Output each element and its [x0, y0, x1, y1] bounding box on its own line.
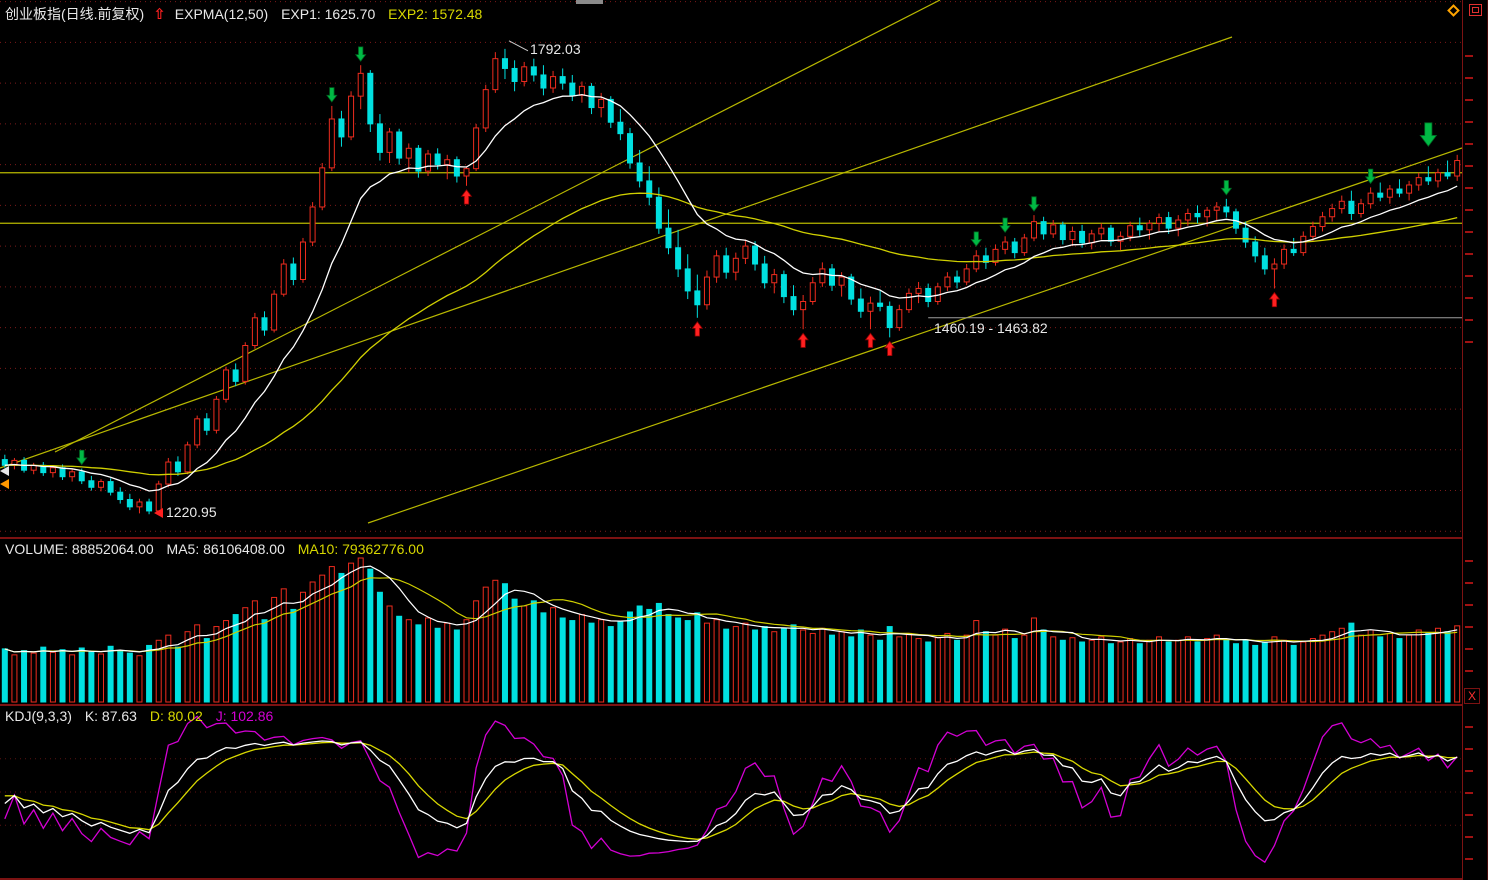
kdj-k-value: K: 87.63 — [84, 708, 137, 724]
drawn-trendlines — [0, 0, 1462, 524]
left-edge-white-marker-icon[interactable] — [0, 466, 9, 476]
price-gridlines — [0, 1, 1462, 532]
high-price-text: 1792.03 — [530, 41, 581, 57]
volume-ma-lines — [4, 565, 1458, 653]
low-price-text: 1220.95 — [166, 504, 217, 520]
panel-divider-2[interactable] — [0, 704, 1488, 706]
volume-scale-ticks — [1465, 560, 1473, 690]
volume-ma5-value: MA5: 86106408.00 — [166, 541, 285, 557]
candles — [1, 48, 1461, 515]
expma-up-arrow-icon: ⇧ — [153, 6, 166, 23]
indicator-name[interactable]: EXPMA(12,50) — [174, 6, 269, 22]
expma-lines — [4, 93, 1458, 492]
restore-window-icon[interactable] — [1469, 4, 1482, 16]
bottom-border — [0, 878, 1488, 880]
high-price-label: 1792.03 — [530, 41, 581, 57]
exp2-value: EXP2: 1572.48 — [388, 6, 483, 22]
volume-value[interactable]: VOLUME: 88852064.00 — [5, 541, 154, 557]
kdj-d-value: D: 80.02 — [149, 708, 203, 724]
price-panel: 创业板指(日线.前复权) ⇧ EXPMA(12,50) EXP1: 1625.70 … — [0, 0, 1462, 537]
volume-bars — [1, 557, 1461, 703]
price-range-text: 1460.19 - 1463.82 — [934, 320, 1048, 336]
price-panel-header: 创业板指(日线.前复权) ⇧ EXPMA(12,50) EXP1: 1625.70 … — [5, 4, 491, 24]
kdj-chart-canvas[interactable] — [0, 706, 1462, 878]
kdj-gridlines — [0, 758, 1462, 826]
kdj-panel-header: KDJ(9,3,3) K: 87.63 D: 80.02 J: 102.86 — [5, 708, 282, 724]
trade-signal-arrows — [76, 46, 1438, 466]
volume-ma10-value: MA10: 79362776.00 — [297, 541, 424, 557]
symbol-title[interactable]: 创业板指(日线.前复权) — [5, 6, 145, 22]
kdj-panel: KDJ(9,3,3) K: 87.63 D: 80.02 J: 102.86 — [0, 706, 1462, 878]
close-indicator-button[interactable]: X — [1464, 688, 1481, 704]
left-edge-orange-marker-icon[interactable] — [0, 479, 9, 489]
volume-chart-canvas[interactable] — [0, 539, 1462, 704]
kdj-indicator-name[interactable]: KDJ(9,3,3) — [5, 708, 72, 724]
price-chart-canvas[interactable] — [0, 0, 1462, 537]
kdj-lines — [4, 715, 1458, 864]
volume-panel-header: VOLUME: 88852064.00 MA5: 86106408.00 MA1… — [5, 541, 433, 557]
low-marker-arrow-icon — [154, 508, 163, 519]
kdj-scale-ticks — [1465, 726, 1473, 866]
low-price-label: 1220.95 — [154, 504, 217, 520]
price-range-label: 1460.19 - 1463.82 — [934, 320, 1048, 336]
right-scrollbar-strip[interactable] — [1462, 0, 1488, 880]
volume-panel: VOLUME: 88852064.00 MA5: 86106408.00 MA1… — [0, 539, 1462, 704]
kdj-j-value: J: 102.86 — [215, 708, 274, 724]
exp1-value: EXP1: 1625.70 — [281, 6, 376, 22]
panel-divider-1[interactable] — [0, 537, 1488, 539]
price-scale-ticks — [1465, 55, 1473, 355]
window-drag-notch[interactable] — [576, 0, 603, 4]
